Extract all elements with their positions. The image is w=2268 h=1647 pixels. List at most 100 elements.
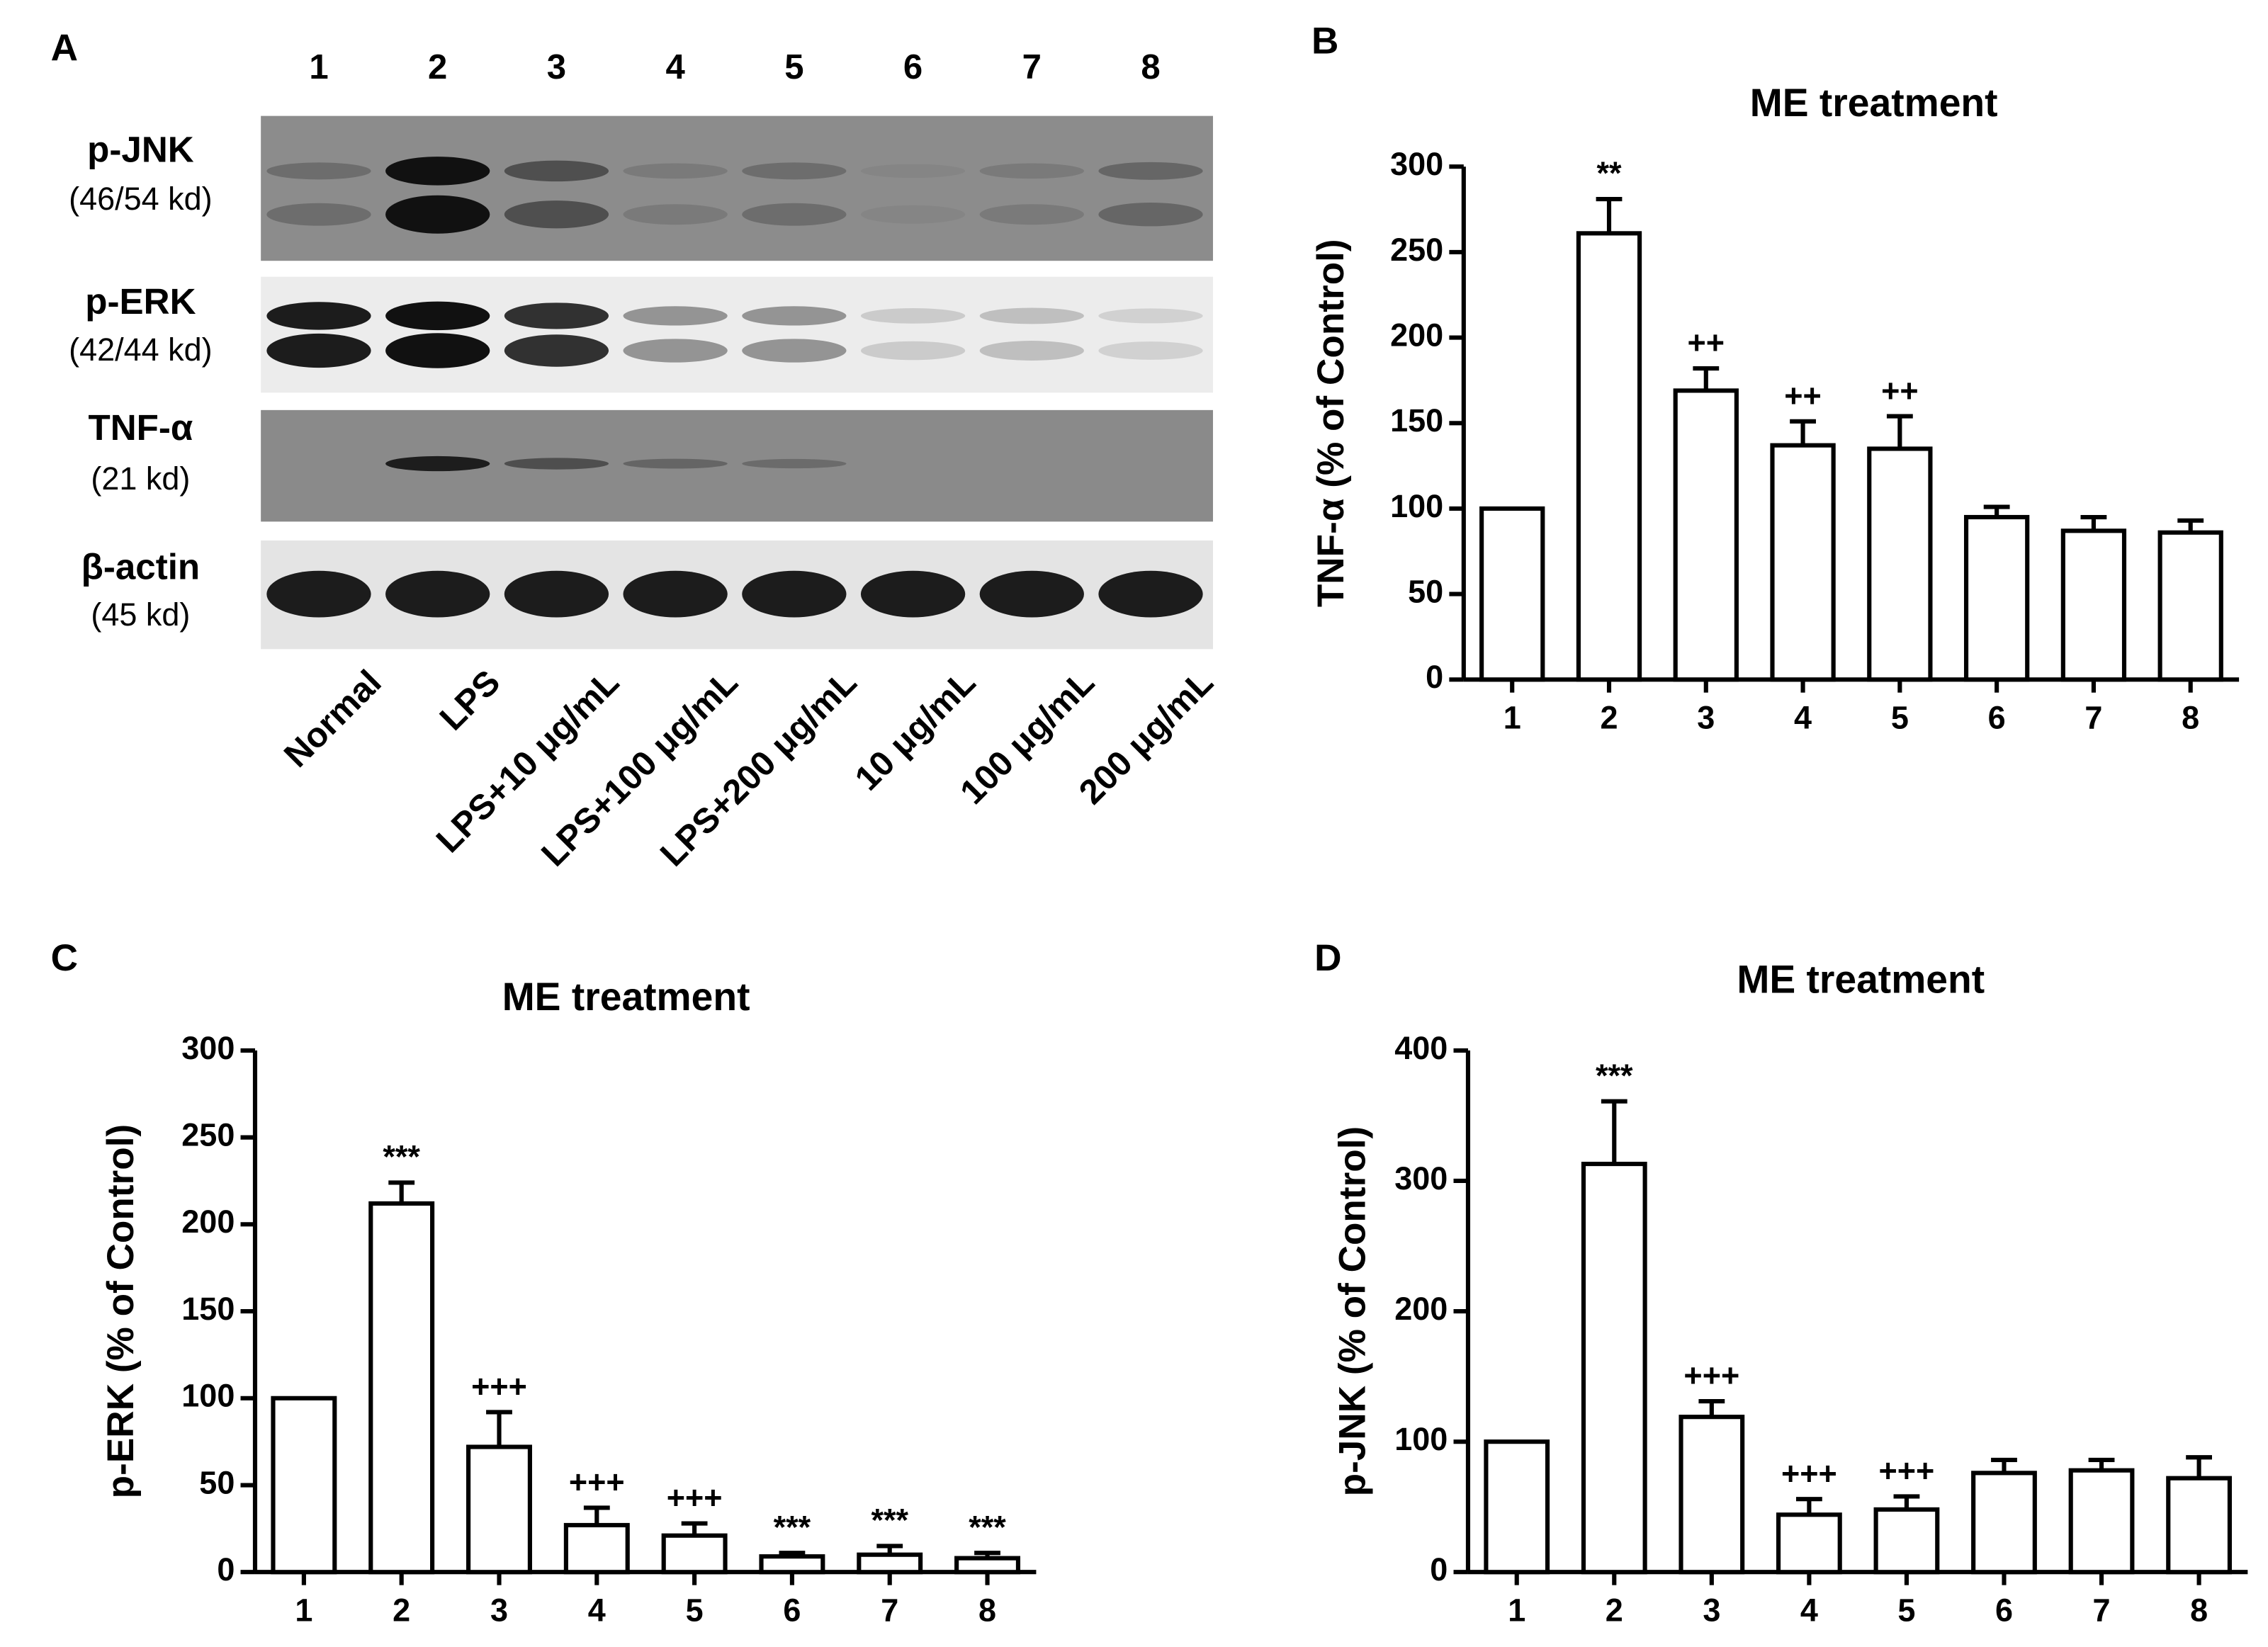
error-bar (2088, 1457, 2115, 1471)
blot-band (266, 203, 371, 226)
x-tick-label: 5 (1897, 1592, 1915, 1628)
lane-number: 5 (784, 48, 803, 86)
blot-band (860, 341, 966, 361)
y-tick-label: 300 (1390, 146, 1443, 182)
blot-band (623, 339, 728, 363)
significance-label: ** (1596, 155, 1622, 191)
x-tick-label: 6 (1995, 1592, 2013, 1628)
bar (1679, 1415, 1745, 1575)
blot-band (385, 455, 490, 472)
error-bar (1991, 1457, 2017, 1473)
y-tick-label: 150 (1390, 402, 1443, 438)
blot-band (623, 204, 728, 225)
blot-band (623, 163, 728, 179)
x-tick-label: 5 (686, 1592, 704, 1628)
lane-number: 2 (428, 48, 447, 86)
lane-label: LPS (433, 663, 508, 738)
x-tick-label: 3 (1697, 699, 1715, 735)
error-bar (388, 1180, 415, 1204)
x-tick-label: 1 (1503, 699, 1521, 735)
bar (661, 1533, 728, 1575)
bar (1971, 1471, 2037, 1575)
blot-band (504, 458, 609, 470)
error-bar (1790, 419, 1816, 446)
blot-band (266, 570, 371, 618)
error-bar (1698, 1399, 1725, 1417)
y-tick-label: 0 (1430, 1551, 1448, 1587)
blot-band (979, 307, 1084, 324)
y-tick-label: 300 (181, 1030, 235, 1066)
row-label: TNF-α (88, 407, 193, 448)
chart-title: ME treatment (1750, 81, 1998, 125)
significance-label: *** (383, 1139, 420, 1175)
chart-title: ME treatment (1737, 957, 1985, 1001)
x-tick-label: 2 (1606, 1592, 1623, 1628)
lane-label: LPS+200 μg/mL (653, 663, 864, 874)
x-tick-label: 3 (490, 1592, 508, 1628)
lane-number: 7 (1022, 48, 1042, 86)
panel-letter: D (1314, 937, 1341, 979)
bar (1873, 1507, 1940, 1575)
blot-band (860, 205, 966, 224)
error-bar (486, 1410, 512, 1447)
bar (2157, 530, 2223, 682)
blot-band (504, 334, 609, 367)
blot-band (266, 162, 371, 180)
chart-title: ME treatment (502, 975, 750, 1019)
blot-band (742, 162, 847, 180)
bar (1479, 506, 1545, 682)
blot-band (979, 570, 1084, 618)
blot-band (385, 195, 490, 234)
y-tick-label: 50 (199, 1464, 235, 1500)
bar (1581, 1161, 1647, 1575)
x-tick-label: 3 (1703, 1592, 1720, 1628)
x-tick-label: 5 (1891, 699, 1909, 735)
y-tick-label: 0 (1426, 659, 1443, 695)
y-tick-label: 150 (181, 1291, 235, 1327)
bar (1770, 443, 1836, 682)
significance-label: +++ (569, 1464, 625, 1500)
lane-number: 6 (903, 48, 923, 86)
x-tick-label: 4 (1794, 699, 1812, 735)
y-tick-label: 0 (217, 1551, 235, 1587)
error-bar (974, 1551, 1000, 1558)
lane-number: 4 (665, 48, 685, 86)
y-axis-label: TNF-α (% of Control) (1310, 239, 1352, 607)
y-tick-label: 400 (1394, 1030, 1448, 1066)
blot-band (385, 157, 490, 186)
x-tick-label: 6 (783, 1592, 801, 1628)
row-label: p-JNK (87, 129, 194, 169)
blot-band (742, 458, 847, 469)
blot-band (1098, 308, 1203, 324)
row-label: p-ERK (85, 281, 196, 322)
error-bar (1795, 1497, 1822, 1515)
bar (1673, 388, 1739, 682)
x-tick-label: 1 (1508, 1592, 1525, 1628)
blot-band (266, 302, 371, 330)
blot-strip (261, 115, 1213, 261)
blot-band (979, 341, 1084, 361)
lane-number: 1 (309, 48, 328, 86)
blot-band (504, 200, 609, 229)
significance-label: ++ (1784, 378, 1822, 414)
blot-band (742, 570, 847, 618)
y-tick-label: 50 (1408, 574, 1443, 610)
blot-band (742, 203, 847, 226)
bar (2068, 1468, 2135, 1575)
row-size: (46/54 kd) (69, 181, 213, 217)
y-tick-label: 100 (181, 1378, 235, 1414)
significance-label: +++ (471, 1369, 527, 1405)
bar (954, 1556, 1021, 1575)
blot-band (860, 164, 966, 179)
blot-band (385, 333, 490, 368)
blot-band (623, 306, 728, 326)
blot-band (623, 458, 728, 469)
x-tick-label: 6 (1988, 699, 2006, 735)
bar (1484, 1439, 1550, 1575)
error-bar (1893, 1494, 1920, 1510)
y-axis-label: p-ERK (% of Control) (100, 1124, 142, 1498)
bar (2060, 528, 2127, 682)
significance-label: ++ (1688, 324, 1725, 361)
y-tick-label: 250 (1390, 232, 1443, 268)
